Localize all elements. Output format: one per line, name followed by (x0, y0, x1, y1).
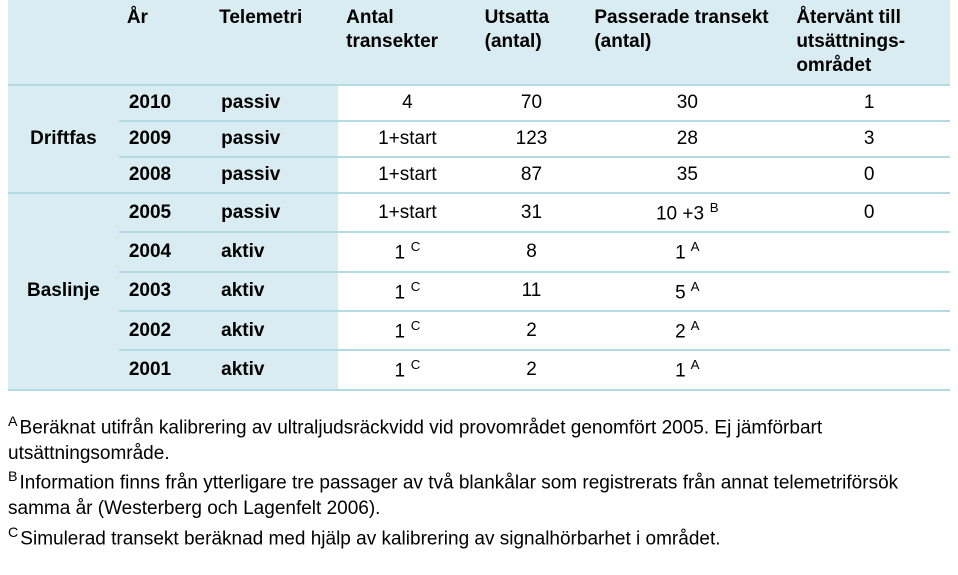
passed-cell: 1 A (586, 232, 788, 271)
table-row: 2008passiv1+start87350 (8, 157, 950, 193)
telemetry-cell: passiv (211, 157, 338, 193)
passed-cell: 35 (586, 157, 788, 193)
released-cell: 70 (477, 85, 587, 121)
col-telemetry: Telemetri (211, 0, 338, 85)
col-transects: Antal transekter (338, 0, 477, 85)
footnotes: ABeräknat utifrån kalibrering av ultralj… (8, 413, 950, 552)
transects-cell: 4 (338, 85, 477, 121)
col-year: År (119, 0, 211, 85)
transects-sup: C (407, 279, 420, 294)
transects-cell: 1+start (338, 193, 477, 232)
footnote-a-text: Beräknat utifrån kalibrering av ultralju… (8, 417, 822, 464)
col-released: Utsatta (antal) (477, 0, 587, 85)
returned-cell (788, 350, 950, 389)
telemetry-cell: aktiv (211, 350, 338, 389)
table-row: 2001aktiv1 C21 A (8, 350, 950, 389)
returned-cell: 3 (788, 121, 950, 157)
transects-cell: 1 C (338, 350, 477, 389)
passed-sup: A (688, 239, 700, 254)
passed-sup: A (688, 357, 700, 372)
col-returned: Återvänt till utsättnings- området (788, 0, 950, 85)
year-cell: 2009 (119, 121, 211, 157)
transects-cell: 1 C (338, 311, 477, 350)
transects-cell: 1 C (338, 232, 477, 271)
telemetry-cell: aktiv (211, 311, 338, 350)
passed-cell: 1 A (586, 350, 788, 389)
footnote-b-text: Information finns från ytterligare tre p… (8, 473, 898, 520)
released-cell: 2 (477, 350, 587, 389)
passed-cell: 28 (586, 121, 788, 157)
col-phase (8, 0, 119, 85)
passed-cell: 5 A (586, 272, 788, 311)
returned-cell (788, 232, 950, 271)
table-row: Driftfas2010passiv470301 (8, 85, 950, 121)
returned-cell: 0 (788, 157, 950, 193)
telemetry-cell: passiv (211, 85, 338, 121)
year-cell: 2005 (119, 193, 211, 232)
footnote-a-sup: A (8, 414, 18, 430)
table-row: 2004aktiv1 C81 A (8, 232, 950, 271)
telemetry-cell: passiv (211, 121, 338, 157)
phase-cell: Driftfas (8, 85, 119, 193)
data-table: År Telemetri Antal transekter Utsatta (a… (8, 0, 950, 391)
returned-cell: 1 (788, 85, 950, 121)
released-cell: 8 (477, 232, 587, 271)
table-row: 2003aktiv1 C115 A (8, 272, 950, 311)
year-cell: 2002 (119, 311, 211, 350)
transects-cell: 1+start (338, 157, 477, 193)
footnote-c-sup: C (8, 525, 18, 541)
telemetry-cell: passiv (211, 193, 338, 232)
passed-sup: B (706, 200, 719, 215)
year-cell: 2008 (119, 157, 211, 193)
telemetry-cell: aktiv (211, 232, 338, 271)
transects-sup: C (407, 239, 420, 254)
year-cell: 2003 (119, 272, 211, 311)
transects-sup: C (407, 357, 420, 372)
table-row: 2002aktiv1 C22 A (8, 311, 950, 350)
year-cell: 2001 (119, 350, 211, 389)
footnote-b-sup: B (8, 469, 18, 485)
footnote-c: CSimulerad transekt beräknad med hjälp a… (8, 524, 950, 552)
phase-cell: Baslinje (8, 193, 119, 390)
passed-sup: A (688, 318, 700, 333)
table-header-row: År Telemetri Antal transekter Utsatta (a… (8, 0, 950, 85)
col-passed: Passerade transekt (antal) (586, 0, 788, 85)
returned-cell: 0 (788, 193, 950, 232)
table-row: 2009passiv1+start123283 (8, 121, 950, 157)
telemetry-cell: aktiv (211, 272, 338, 311)
passed-cell: 30 (586, 85, 788, 121)
passed-cell: 10 +3 B (586, 193, 788, 232)
transects-sup: C (407, 318, 420, 333)
released-cell: 11 (477, 272, 587, 311)
passed-cell: 2 A (586, 311, 788, 350)
table-row: Baslinje2005passiv1+start3110 +3 B0 (8, 193, 950, 232)
returned-cell (788, 311, 950, 350)
released-cell: 2 (477, 311, 587, 350)
footnote-a: ABeräknat utifrån kalibrering av ultralj… (8, 413, 950, 467)
transects-cell: 1 C (338, 272, 477, 311)
returned-cell (788, 272, 950, 311)
year-cell: 2004 (119, 232, 211, 271)
table-body: Driftfas2010passiv4703012009passiv1+star… (8, 85, 950, 390)
year-cell: 2010 (119, 85, 211, 121)
footnote-b: BInformation finns från ytterligare tre … (8, 468, 950, 522)
released-cell: 87 (477, 157, 587, 193)
transects-cell: 1+start (338, 121, 477, 157)
released-cell: 31 (477, 193, 587, 232)
footnote-c-text: Simulerad transekt beräknad med hjälp av… (20, 528, 720, 549)
passed-sup: A (688, 279, 700, 294)
released-cell: 123 (477, 121, 587, 157)
